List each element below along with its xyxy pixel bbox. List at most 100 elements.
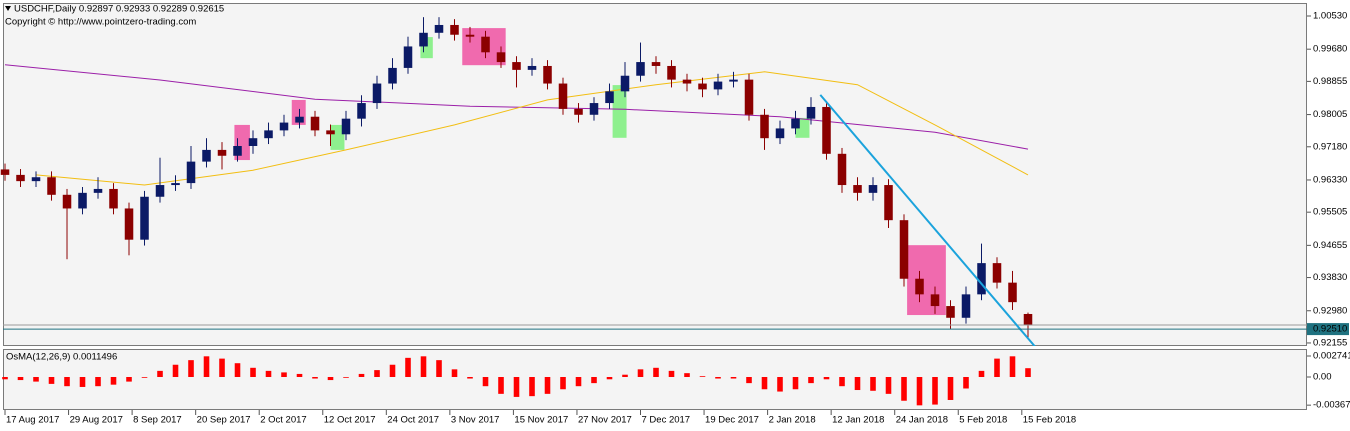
candle-body <box>341 118 351 135</box>
candle-body <box>155 185 165 197</box>
candle-body <box>946 306 955 318</box>
candle-body <box>527 65 537 70</box>
histogram-bar <box>203 356 210 377</box>
histogram-bar <box>761 376 768 390</box>
y-tick-label: 0.002741 <box>1313 351 1350 362</box>
histogram-bar <box>823 376 830 380</box>
x-tick-label: 24 Jan 2018 <box>896 415 948 426</box>
candle-body <box>264 130 273 139</box>
candle-body <box>868 185 878 193</box>
histogram-bar <box>436 360 442 377</box>
candle-body <box>233 146 242 156</box>
histogram-bar <box>916 376 923 406</box>
candle-body <box>915 278 924 295</box>
plot-layer: 1.00530 0.99680 0.98855 0.98005 0.97180 0.963… <box>0 11 1350 426</box>
histogram-bar <box>932 376 938 405</box>
candle-body <box>822 106 831 154</box>
histogram-bar <box>265 370 272 377</box>
candle-body <box>682 79 692 84</box>
histogram-bar <box>141 376 148 378</box>
x-tick-label: 2 Jan 2018 <box>769 415 816 426</box>
candle-body <box>620 75 630 92</box>
y-tick-label: 0.00 <box>1313 372 1332 383</box>
candle-body <box>217 149 227 156</box>
histogram-bar <box>901 376 907 401</box>
histogram-bar <box>250 367 256 377</box>
histogram-bar <box>2 376 8 380</box>
histogram-bar <box>947 376 954 400</box>
histogram-bar <box>808 376 814 384</box>
histogram-bar <box>730 376 737 379</box>
candle-body <box>31 177 41 182</box>
y-tick-label: 0.92155 <box>1313 337 1347 348</box>
y-tick-label: 1.00530 <box>1313 11 1347 22</box>
candle-body <box>558 83 568 109</box>
histogram-bar <box>684 373 690 377</box>
candle-body <box>388 67 397 84</box>
candle-body <box>93 188 103 193</box>
x-tick-label: 3 Nov 2017 <box>451 415 500 426</box>
histogram-bar <box>699 376 706 377</box>
y-tick-label: 0.98855 <box>1313 76 1347 87</box>
histogram-bar <box>622 374 628 377</box>
candle-body <box>837 153 847 186</box>
histogram-bar <box>95 376 101 387</box>
histogram-bar <box>219 358 225 377</box>
histogram-bar <box>606 376 613 380</box>
histogram-bar <box>575 376 582 387</box>
histogram-bar <box>1009 356 1016 377</box>
histogram-bar <box>560 376 566 390</box>
candle-body <box>450 24 459 35</box>
candle-body <box>713 81 723 90</box>
symbol-menu-arrow[interactable] <box>5 6 11 11</box>
histogram-bar <box>591 376 597 384</box>
histogram-bar <box>296 373 303 377</box>
histogram-bar <box>994 358 1000 377</box>
histogram-bar <box>467 376 473 379</box>
histogram-bar <box>978 370 985 377</box>
candle-body <box>295 116 304 123</box>
x-tick-label: 27 Nov 2017 <box>578 415 632 426</box>
candle-body <box>791 118 800 129</box>
chart-subtitle: Copyright © http://www.pointzero-trading… <box>5 17 196 28</box>
histogram-bar <box>312 376 318 379</box>
candle-body <box>667 65 676 80</box>
candle-body <box>465 34 475 37</box>
histogram-bar <box>498 376 504 394</box>
histogram-bar <box>172 364 179 377</box>
moving-average <box>4 64 1029 150</box>
histogram-bar <box>870 376 876 391</box>
candle-body <box>171 183 180 186</box>
histogram-bar <box>33 376 39 382</box>
histogram-bar <box>792 376 799 390</box>
histogram-bar <box>1025 368 1031 377</box>
candle-body <box>0 169 10 175</box>
candle-body <box>357 103 366 119</box>
candle-body <box>744 79 754 115</box>
candle-body <box>248 138 258 147</box>
histogram-bar <box>17 376 24 381</box>
candle-body <box>78 192 87 209</box>
y-tick-label: 0.92980 <box>1313 305 1347 316</box>
x-tick-label: 12 Jan 2018 <box>832 415 884 426</box>
x-tick-label: 8 Sep 2017 <box>133 415 182 426</box>
candle-body <box>186 161 196 184</box>
candle-body <box>419 32 428 47</box>
histogram-bar <box>188 360 194 377</box>
histogram-bar <box>110 376 117 385</box>
histogram-bar <box>777 376 783 392</box>
chart-title: USDCHF,Daily 0.92897 0.92933 0.92289 0.9… <box>14 4 224 15</box>
histogram-bar <box>513 376 520 397</box>
candle-body <box>403 46 413 68</box>
histogram-bar <box>529 376 535 397</box>
candle-body <box>496 52 506 63</box>
indicator-title: OsMA(12,26,9) 0.0011496 <box>6 352 117 363</box>
y-tick-label: 0.98005 <box>1313 109 1347 120</box>
candle-body <box>326 130 335 135</box>
y-tick-label: 0.93830 <box>1313 272 1347 283</box>
y-tick-label: -0.003675 <box>1313 400 1350 411</box>
pattern-zone <box>907 245 946 316</box>
y-tick-label: 0.94655 <box>1313 240 1347 251</box>
histogram-bar <box>405 357 411 377</box>
